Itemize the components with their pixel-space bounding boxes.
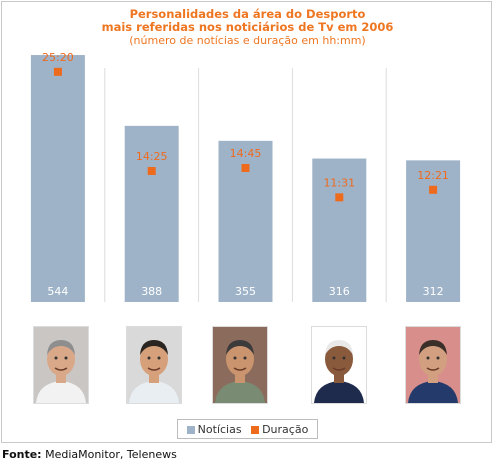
legend-swatch-duracao [251, 425, 260, 434]
bar-value-label: 312 [423, 285, 444, 298]
source-text: MediaMonitor, Telenews [45, 448, 177, 461]
chart-title: Personalidades da área do Desporto mais … [0, 8, 495, 48]
duracao-label: 14:25 [136, 150, 168, 163]
chart-frame [1, 1, 492, 443]
bar-noticias [406, 160, 461, 302]
bar-noticias [30, 55, 85, 302]
bar-value-label: 544 [47, 285, 68, 298]
duracao-label: 12:21 [417, 169, 449, 182]
chart-plot: 544 25:20 388 14:25 355 14:45 316 11:31 312 12:21 [30, 51, 461, 302]
bar-noticias [124, 125, 179, 302]
legend-box: Notícias Duração [176, 419, 319, 439]
duracao-label: 11:31 [323, 176, 355, 189]
photo-person-5 [405, 326, 461, 404]
photo-person-3-image [213, 327, 267, 403]
duracao-marker [335, 193, 344, 202]
photo-person-4 [311, 326, 367, 404]
photo-person-1-image [34, 327, 88, 403]
duracao-marker [147, 167, 156, 175]
duracao-label: 14:45 [230, 147, 262, 160]
legend-swatch-noticias [186, 425, 195, 434]
photo-person-1 [33, 326, 89, 404]
title-line-2: mais referidas nos noticiários de Tv em … [101, 20, 394, 34]
duracao-marker [429, 185, 438, 194]
photo-person-4-image [312, 327, 366, 403]
duracao-marker [241, 163, 250, 172]
title-line-1: Personalidades da área do Desporto [129, 7, 366, 21]
chart-subtitle: (número de notícias e duração em hh:mm) [129, 34, 366, 47]
duracao-label: 25:20 [42, 51, 74, 64]
bar-value-label: 316 [329, 285, 350, 298]
source-label: Fonte: [2, 448, 42, 461]
photo-person-2 [126, 326, 182, 404]
photo-person-2-image [127, 327, 181, 403]
legend-label-duracao: Duração [262, 422, 309, 436]
bar-noticias [312, 158, 367, 302]
source-note: Fonte: MediaMonitor, Telenews [2, 448, 177, 461]
duracao-marker [53, 67, 62, 76]
legend-item-duracao: Duração [251, 423, 308, 436]
photo-person-3 [212, 326, 268, 404]
bar-value-label: 355 [235, 285, 256, 298]
legend-item-noticias: Notícias [186, 422, 242, 436]
photo-person-5-image [406, 327, 460, 403]
bar-value-label: 388 [141, 285, 162, 298]
legend: Notícias Duração [0, 419, 495, 439]
legend-label-noticias: Notícias [197, 422, 242, 436]
